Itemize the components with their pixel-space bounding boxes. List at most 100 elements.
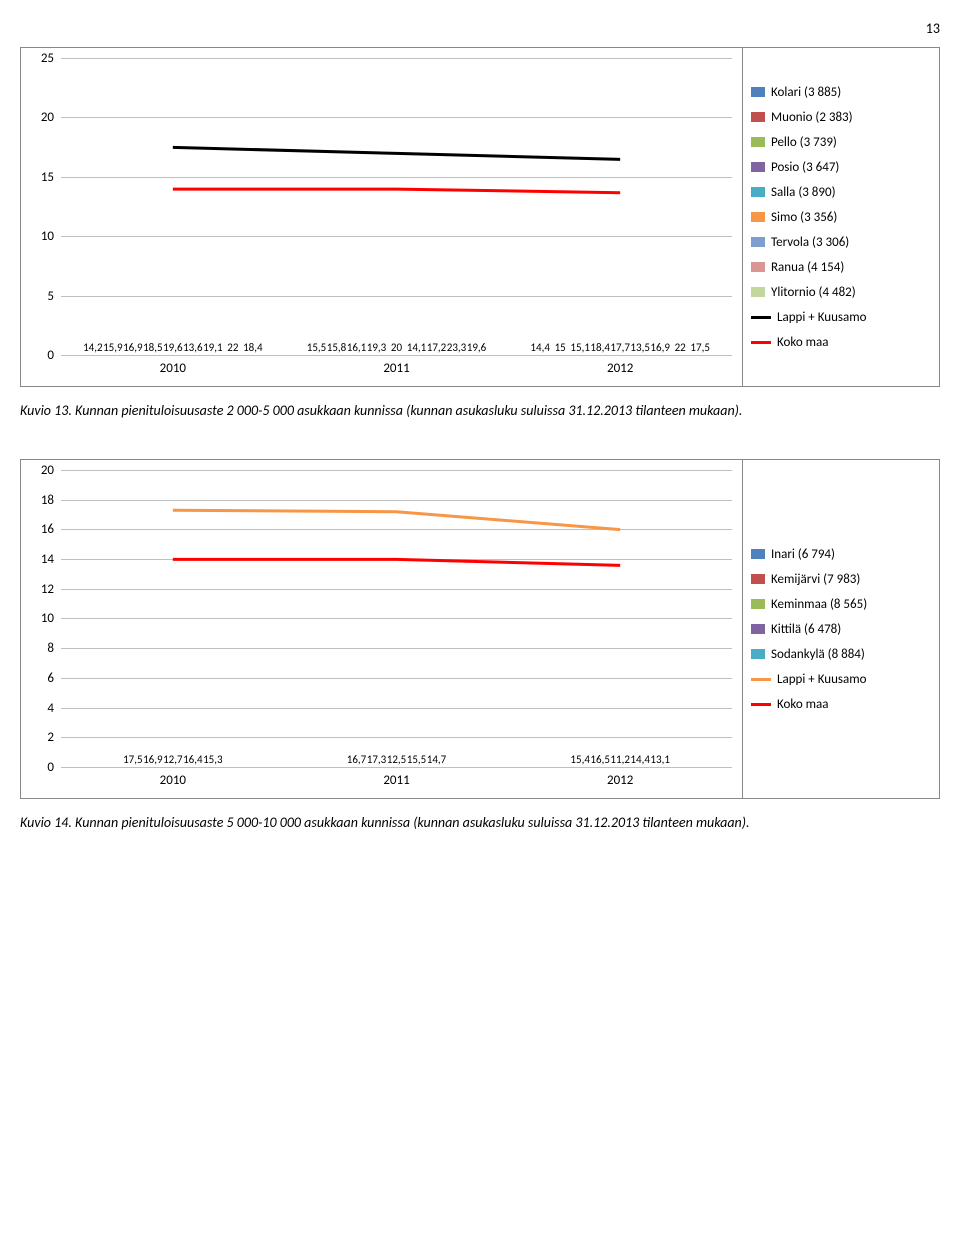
bar-value-label: 16,5 — [590, 753, 609, 766]
bar-value-label: 22 — [227, 341, 238, 354]
legend-item: Ylitornio (4 482) — [751, 285, 931, 300]
chart-1: 0510152025 14,215,916,918,519,613,619,12… — [20, 47, 940, 387]
y-tick: 10 — [26, 611, 54, 626]
bar-value-label: 13,6 — [183, 341, 202, 354]
bar-value-label: 18,4 — [243, 341, 262, 354]
legend-label: Kolari (3 885) — [771, 85, 841, 100]
bar-value-label: 15,3 — [203, 753, 222, 766]
bar-value-label: 11,2 — [610, 753, 629, 766]
legend-label: Muonio (2 383) — [771, 110, 853, 125]
bar-value-label: 19,6 — [163, 341, 182, 354]
y-tick: 5 — [26, 289, 54, 304]
legend-label: Koko maa — [777, 335, 828, 350]
bar-value-label: 14,4 — [530, 341, 549, 354]
caption-1: Kuvio 13. Kunnan pienituloisuusaste 2 00… — [20, 402, 940, 419]
bar-value-label: 16,9 — [143, 753, 162, 766]
y-tick: 15 — [26, 170, 54, 185]
legend-label: Keminmaa (8 565) — [771, 597, 867, 612]
legend-line-swatch — [751, 316, 771, 319]
legend-swatch — [751, 212, 765, 222]
y-tick: 0 — [26, 760, 54, 775]
bar-value-label: 16,4 — [183, 753, 202, 766]
bar-group: 15,416,511,214,413,12012 — [508, 470, 732, 768]
legend-label: Sodankylä (8 884) — [771, 647, 865, 662]
bar-group: 17,516,912,716,415,32010 — [61, 470, 285, 768]
legend-swatch — [751, 112, 765, 122]
chart-2-box: 02468101214161820 17,516,912,716,415,320… — [20, 459, 743, 799]
legend-label: Ylitornio (4 482) — [771, 285, 856, 300]
legend-item: Inari (6 794) — [751, 547, 931, 562]
legend-swatch — [751, 162, 765, 172]
bar-value-label: 17,5 — [690, 341, 709, 354]
x-category: 2010 — [61, 356, 285, 376]
bar-value-label: 15,5 — [407, 753, 426, 766]
legend-item: Kolari (3 885) — [751, 85, 931, 100]
bar-value-label: 19,1 — [203, 341, 222, 354]
y-tick: 20 — [26, 463, 54, 478]
x-category: 2011 — [285, 768, 509, 788]
legend-item: Posio (3 647) — [751, 160, 931, 175]
bar-group: 16,717,312,515,514,72011 — [285, 470, 509, 768]
legend-item: Keminmaa (8 565) — [751, 597, 931, 612]
bar-value-label: 19,3 — [367, 341, 386, 354]
y-tick: 20 — [26, 110, 54, 125]
bar-value-label: 18,5 — [143, 341, 162, 354]
bar-value-label: 16,9 — [650, 341, 669, 354]
legend-item: Salla (3 890) — [751, 185, 931, 200]
legend-swatch — [751, 187, 765, 197]
legend-label: Koko maa — [777, 697, 828, 712]
legend-label: Simo (3 356) — [771, 210, 837, 225]
page-number: 13 — [20, 20, 940, 37]
legend-label: Ranua (4 154) — [771, 260, 844, 275]
bar-value-label: 20 — [391, 341, 402, 354]
bar-value-label: 14,2 — [83, 341, 102, 354]
legend-item: Sodankylä (8 884) — [751, 647, 931, 662]
legend-label: Pello (3 739) — [771, 135, 837, 150]
caption-2: Kuvio 14. Kunnan pienituloisuusaste 5 00… — [20, 814, 940, 831]
x-category: 2012 — [508, 768, 732, 788]
legend-swatch — [751, 262, 765, 272]
bar-group: 15,515,816,119,32014,117,223,319,62011 — [285, 58, 509, 356]
bar-value-label: 17,3 — [367, 753, 386, 766]
legend-swatch — [751, 624, 765, 634]
bar-value-label: 22 — [675, 341, 686, 354]
bar-group: 14,215,916,918,519,613,619,12218,42010 — [61, 58, 285, 356]
bar-value-label: 15,8 — [327, 341, 346, 354]
chart-2-legend: Inari (6 794) Kemijärvi (7 983) Keminmaa (… — [743, 459, 940, 799]
bar-value-label: 15,9 — [103, 341, 122, 354]
legend-swatch — [751, 649, 765, 659]
legend-item: Kemijärvi (7 983) — [751, 572, 931, 587]
legend-label: Kemijärvi (7 983) — [771, 572, 860, 587]
y-tick: 14 — [26, 552, 54, 567]
y-tick: 18 — [26, 493, 54, 508]
bar-value-label: 18,4 — [590, 341, 609, 354]
legend-swatch — [751, 287, 765, 297]
legend-item: Pello (3 739) — [751, 135, 931, 150]
y-tick: 0 — [26, 348, 54, 363]
chart-1-box: 0510152025 14,215,916,918,519,613,619,12… — [20, 47, 743, 387]
chart-2: 02468101214161820 17,516,912,716,415,320… — [20, 459, 940, 799]
bar-value-label: 19,6 — [467, 341, 486, 354]
y-tick: 16 — [26, 522, 54, 537]
y-tick: 2 — [26, 730, 54, 745]
bar-group: 14,41515,118,417,713,516,92217,52012 — [508, 58, 732, 356]
bar-value-label: 17,2 — [427, 341, 446, 354]
bar-value-label: 13,5 — [630, 341, 649, 354]
legend-label: Lappi + Kuusamo — [777, 672, 866, 687]
bar-value-label: 15,5 — [307, 341, 326, 354]
legend-swatch — [751, 599, 765, 609]
legend-label: Kittilä (6 478) — [771, 622, 841, 637]
legend-line-swatch — [751, 703, 771, 706]
bar-value-label: 16,9 — [123, 341, 142, 354]
chart-1-legend: Kolari (3 885) Muonio (2 383) Pello (3 739… — [743, 47, 940, 387]
legend-label: Tervola (3 306) — [771, 235, 849, 250]
legend-item: Kittilä (6 478) — [751, 622, 931, 637]
bar-value-label: 14,1 — [407, 341, 426, 354]
legend-label: Lappi + Kuusamo — [777, 310, 866, 325]
legend-label: Posio (3 647) — [771, 160, 839, 175]
y-tick: 10 — [26, 229, 54, 244]
x-category: 2012 — [508, 356, 732, 376]
bar-value-label: 17,5 — [123, 753, 142, 766]
legend-label: Salla (3 890) — [771, 185, 836, 200]
bar-value-label: 14,7 — [427, 753, 446, 766]
